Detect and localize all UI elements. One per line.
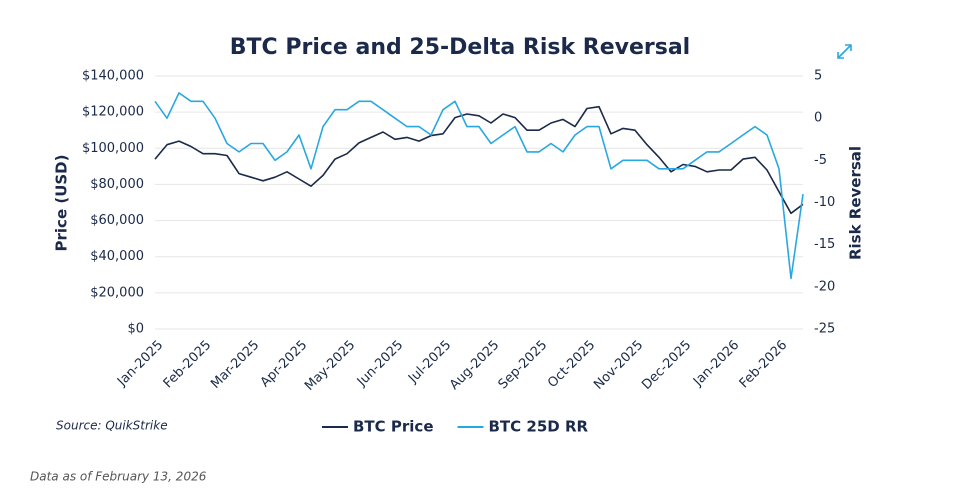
y-tick-label: $20,000	[90, 285, 144, 300]
x-tick-label: Jan-2025	[114, 338, 166, 390]
y2-tick-label: -5	[814, 153, 827, 168]
y-tick-label: $60,000	[90, 213, 144, 228]
x-tick-label: Feb-2025	[161, 338, 215, 392]
x-tick-label: Mar-2025	[208, 338, 262, 392]
series-line	[154, 105, 804, 215]
x-tick-label: May-2025	[302, 338, 358, 394]
legend-label: BTC Price	[353, 418, 434, 436]
y-tick-label: $120,000	[82, 105, 144, 120]
y2-tick-label: -25	[814, 322, 835, 337]
legend-label: BTC 25D RR	[489, 418, 589, 436]
y-tick-label: $80,000	[90, 177, 144, 192]
x-tick-label: Jun-2025	[354, 338, 406, 390]
y-tick-label: $140,000	[82, 69, 144, 84]
expand-icon[interactable]	[837, 44, 852, 59]
series-line	[154, 92, 804, 280]
chart-title: BTC Price and 25-Delta Risk Reversal	[230, 35, 690, 60]
source: Source: QuikStrike	[56, 419, 168, 433]
y-tick-label: $0	[127, 322, 144, 337]
x-tick-label: Feb-2026	[737, 338, 791, 392]
x-tick-label: Nov-2025	[591, 338, 646, 393]
y2-tick-label: -10	[814, 195, 835, 210]
y2-tick-label: 0	[814, 111, 822, 126]
x-tick-label: Dec-2025	[639, 338, 694, 393]
x-tick-label: Aug-2025	[447, 338, 502, 393]
x-tick-label: Sep-2025	[496, 338, 551, 393]
x-tick-label: Jan-2026	[690, 338, 742, 390]
y-axis-title: Price (USD)	[53, 155, 71, 252]
y2-axis-title: Risk Reversal	[847, 146, 865, 260]
footnote: Data as of February 13, 2026	[30, 470, 207, 484]
y2-tick-label: -20	[814, 279, 835, 294]
x-tick-label: Jul-2025	[405, 338, 454, 387]
y-tick-label: $100,000	[82, 141, 144, 156]
x-tick-label: Oct-2025	[545, 338, 598, 391]
y2-tick-label: -15	[814, 237, 835, 252]
y-tick-label: $40,000	[90, 249, 144, 264]
y2-tick-label: 5	[814, 69, 822, 84]
